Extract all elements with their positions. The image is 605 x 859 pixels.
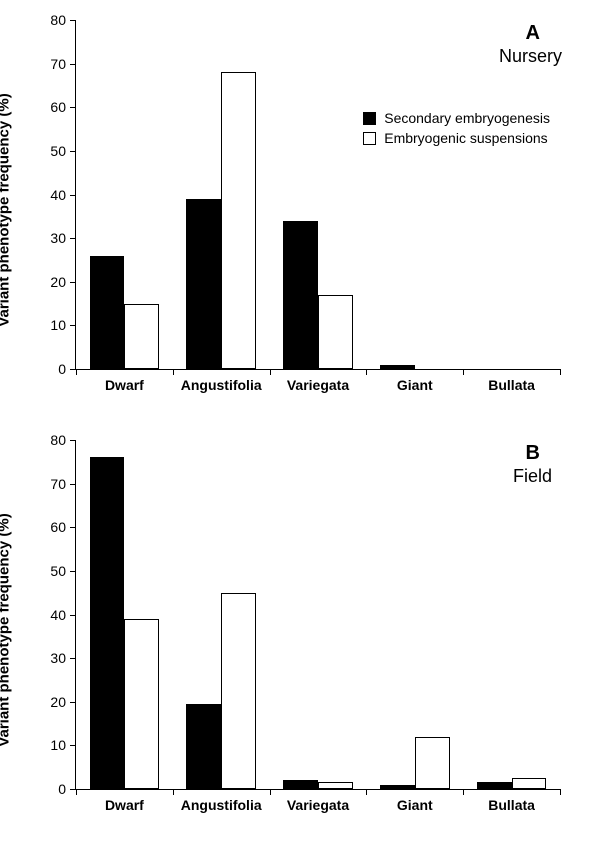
- bar-series2: [124, 619, 159, 789]
- bar-series2: [124, 304, 159, 369]
- x-category-label: Bullata: [488, 789, 535, 813]
- x-tick: [560, 789, 561, 795]
- x-tick: [270, 369, 271, 375]
- x-tick: [463, 369, 464, 375]
- y-tick-label: 10: [50, 317, 76, 333]
- x-category-label: Angustifolia: [181, 789, 262, 813]
- panel-letter-B: B: [526, 442, 540, 465]
- bar-series1: [186, 199, 221, 369]
- bar-series1: [90, 457, 125, 789]
- panel-title-B: Field: [513, 466, 552, 487]
- x-tick: [173, 789, 174, 795]
- y-tick-label: 80: [50, 12, 76, 28]
- plot-area-A: A Nursery Secondary embryogenesis Embryo…: [75, 20, 560, 370]
- bar-series1: [283, 221, 318, 369]
- x-tick: [270, 789, 271, 795]
- panel-letter-A: A: [526, 22, 540, 45]
- plot-area-B: B Field 01020304050607080DwarfAngustifol…: [75, 440, 560, 790]
- bar-series2: [221, 72, 256, 369]
- x-tick: [463, 789, 464, 795]
- x-category-label: Variegata: [287, 369, 349, 393]
- y-tick-label: 50: [50, 143, 76, 159]
- x-tick: [560, 369, 561, 375]
- legend-row-series1: Secondary embryogenesis: [363, 110, 550, 126]
- legend-swatch-outline: [363, 132, 376, 145]
- y-tick-label: 30: [50, 650, 76, 666]
- legend-swatch-filled: [363, 112, 376, 125]
- legend: Secondary embryogenesis Embryogenic susp…: [363, 110, 550, 150]
- x-tick: [366, 789, 367, 795]
- y-tick-label: 80: [50, 432, 76, 448]
- y-tick-label: 0: [58, 781, 76, 797]
- bar-series1: [90, 256, 125, 369]
- bar-series2: [512, 778, 547, 789]
- y-tick-label: 30: [50, 230, 76, 246]
- y-tick-label: 70: [50, 56, 76, 72]
- y-axis-label-A: Variant phenotype frequency (%): [0, 93, 13, 326]
- panel-title-A: Nursery: [499, 46, 562, 67]
- y-tick-label: 60: [50, 99, 76, 115]
- bar-series2: [415, 737, 450, 789]
- y-tick-label: 60: [50, 519, 76, 535]
- bar-series1: [283, 780, 318, 789]
- y-tick-label: 40: [50, 607, 76, 623]
- x-tick: [76, 789, 77, 795]
- y-axis-label-B: Variant phenotype frequency (%): [0, 513, 13, 746]
- x-tick: [76, 369, 77, 375]
- x-category-label: Dwarf: [105, 369, 144, 393]
- chart-panel-B: Variant phenotype frequency (%) B Field …: [10, 430, 570, 830]
- bar-series2: [221, 593, 256, 789]
- x-category-label: Bullata: [488, 369, 535, 393]
- x-category-label: Angustifolia: [181, 369, 262, 393]
- y-tick-label: 20: [50, 694, 76, 710]
- y-tick-label: 10: [50, 737, 76, 753]
- legend-label-series1: Secondary embryogenesis: [384, 110, 550, 126]
- x-category-label: Variegata: [287, 789, 349, 813]
- x-category-label: Dwarf: [105, 789, 144, 813]
- y-tick-label: 70: [50, 476, 76, 492]
- bar-series1: [186, 704, 221, 789]
- y-tick-label: 50: [50, 563, 76, 579]
- y-tick-label: 40: [50, 187, 76, 203]
- chart-panel-A: Variant phenotype frequency (%) A Nurser…: [10, 10, 570, 410]
- x-tick: [366, 369, 367, 375]
- bar-series2: [318, 295, 353, 369]
- y-tick-label: 0: [58, 361, 76, 377]
- x-category-label: Giant: [397, 369, 433, 393]
- x-category-label: Giant: [397, 789, 433, 813]
- legend-label-series2: Embryogenic suspensions: [384, 130, 547, 146]
- x-tick: [173, 369, 174, 375]
- legend-row-series2: Embryogenic suspensions: [363, 130, 550, 146]
- y-tick-label: 20: [50, 274, 76, 290]
- figure-page: Variant phenotype frequency (%) A Nurser…: [0, 0, 605, 859]
